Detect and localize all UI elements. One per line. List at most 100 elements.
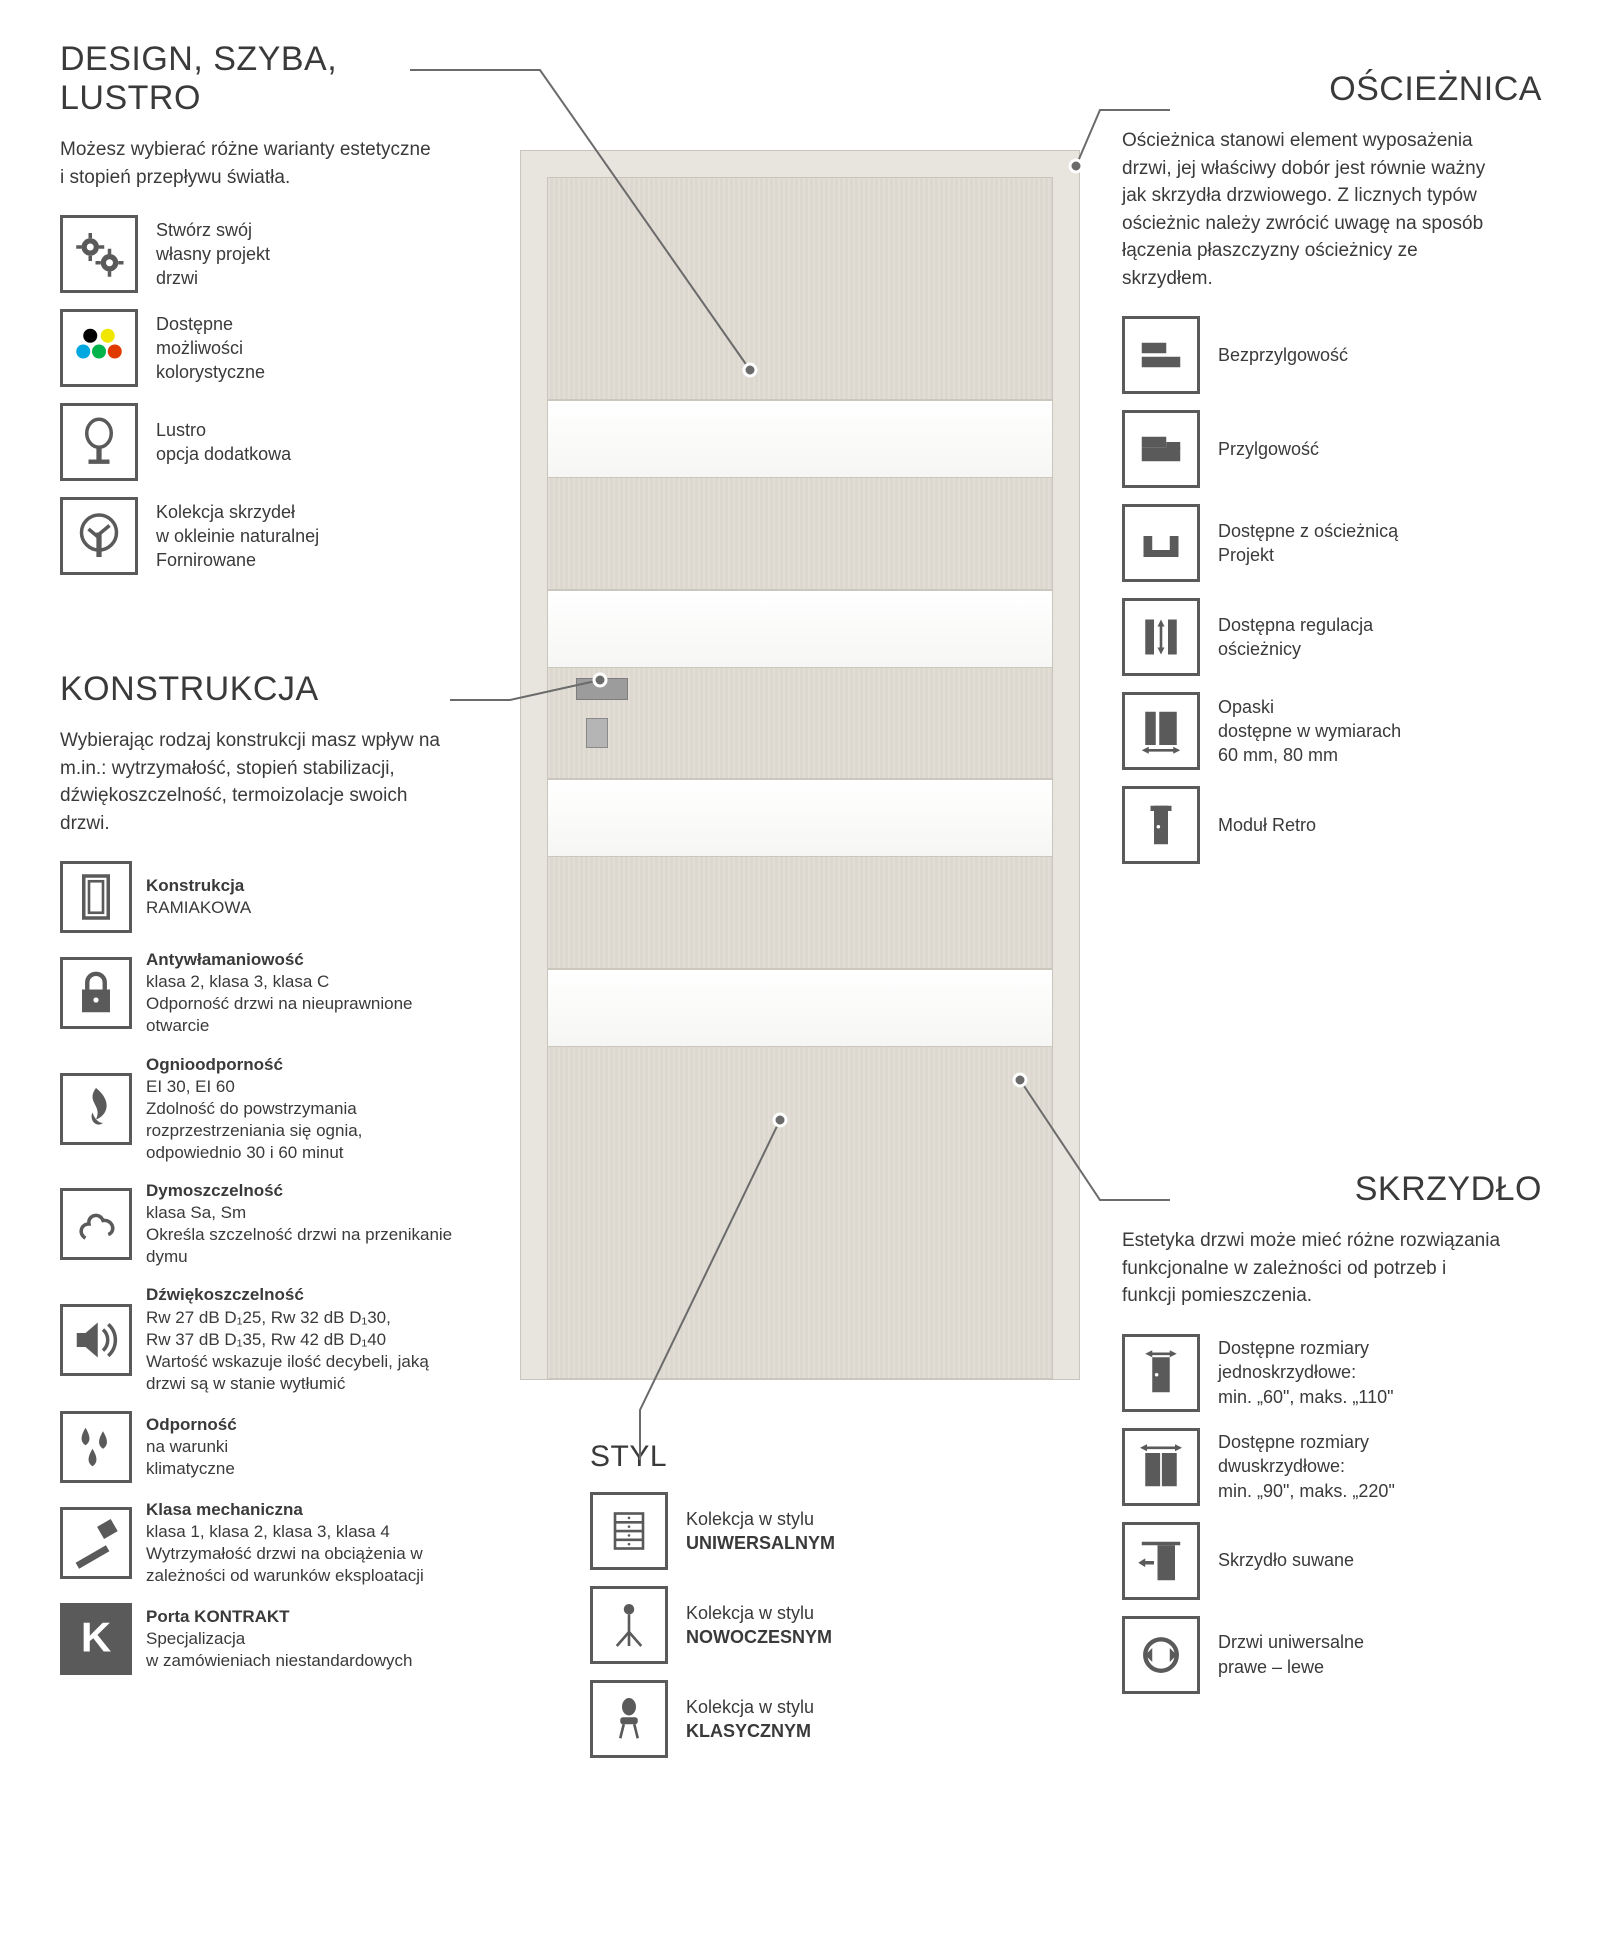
gears-icon — [60, 215, 138, 293]
feat-styl-0: Kolekcja w styluUNIWERSALNYM — [590, 1492, 970, 1570]
feat-sub: EI 30, EI 60Zdolność do powstrzymania ro… — [146, 1076, 460, 1164]
door-illustration — [520, 150, 1080, 1380]
konstrukcja-desc: Wybierając rodzaj konstrukcji masz wpływ… — [60, 727, 440, 837]
konstrukcja-title: KONSTRUKCJA — [60, 670, 460, 709]
feat-skrzydlo-1: Dostępne rozmiarydwuskrzydłowe:min. „90"… — [1122, 1428, 1542, 1506]
feat-styl-2: Kolekcja w styluKLASYCZNYM — [590, 1680, 970, 1758]
feat-label: Lustroopcja dodatkowa — [156, 418, 291, 467]
section-design: DESIGN, SZYBA, LUSTRO Możesz wybierać ró… — [60, 40, 460, 575]
feat-title: Antywłamaniowość — [146, 949, 460, 971]
design-title: DESIGN, SZYBA, LUSTRO — [60, 40, 460, 118]
dresser-icon — [590, 1492, 668, 1570]
architrave-icon — [1122, 692, 1200, 770]
feat-konstrukcja-7: K Porta KONTRAKTSpecjalizacjaw zamówieni… — [60, 1603, 460, 1675]
feat-title: Porta KONTRAKT — [146, 1606, 412, 1628]
feat-konstrukcja-5: Odpornośćna warunkiklimatyczne — [60, 1411, 460, 1483]
feat-konstrukcja-4: DźwiękoszczelnośćRw 27 dB D₁25, Rw 32 dB… — [60, 1284, 460, 1394]
drops-icon — [60, 1411, 132, 1483]
feat-pre: Kolekcja w stylu — [686, 1695, 814, 1719]
feat-label: Moduł Retro — [1218, 813, 1316, 837]
feat-pre: Kolekcja w stylu — [686, 1601, 832, 1625]
section-oscieznica: OŚCIEŻNICA Ościeżnica stanowi element wy… — [1122, 70, 1542, 864]
speaker-icon — [60, 1304, 132, 1376]
feat-konstrukcja-3: Dymoszczelnośćklasa Sa, SmOkreśla szczel… — [60, 1180, 460, 1268]
universal-icon — [1122, 1616, 1200, 1694]
feat-label: KLASYCZNYM — [686, 1719, 814, 1743]
feat-label: Dostępnemożliwościkolorystyczne — [156, 312, 265, 385]
section-styl: STYL Kolekcja w styluUNIWERSALNYM Kolekc… — [590, 1440, 970, 1758]
feat-label: Opaskidostępne w wymiarach60 mm, 80 mm — [1218, 695, 1401, 768]
feat-design-3: Kolekcja skrzydełw okleinie naturalnejFo… — [60, 497, 460, 575]
feat-title: Ognioodporność — [146, 1054, 460, 1076]
double-leaf-icon — [1122, 1428, 1200, 1506]
feat-skrzydlo-2: Skrzydło suwane — [1122, 1522, 1542, 1600]
feat-label: Drzwi uniwersalneprawe – lewe — [1218, 1630, 1364, 1679]
projekt-frame-icon — [1122, 504, 1200, 582]
styl-title: STYL — [590, 1440, 970, 1474]
feat-oscieznica-3: Dostępna regulacjaościeżnicy — [1122, 598, 1542, 676]
feat-design-2: Lustroopcja dodatkowa — [60, 403, 460, 481]
feat-styl-1: Kolekcja w styluNOWOCZESNYM — [590, 1586, 970, 1664]
tree-icon — [60, 497, 138, 575]
skrzydlo-desc: Estetyka drzwi może mieć różne rozwiązan… — [1122, 1227, 1502, 1310]
oscieznica-desc: Ościeżnica stanowi element wyposażenia d… — [1122, 127, 1502, 292]
feat-sub: Rw 27 dB D₁25, Rw 32 dB D₁30,Rw 37 dB D₁… — [146, 1307, 460, 1395]
feat-sub: klasa 2, klasa 3, klasa COdporność drzwi… — [146, 971, 460, 1037]
feat-konstrukcja-1: Antywłamaniowośćklasa 2, klasa 3, klasa … — [60, 949, 460, 1037]
feat-label: Bezprzylgowość — [1218, 343, 1348, 367]
sliding-door-icon — [1122, 1522, 1200, 1600]
adjustable-frame-icon — [1122, 598, 1200, 676]
flame-icon — [60, 1073, 132, 1145]
svg-text:K: K — [81, 1614, 111, 1661]
rebateless-icon — [1122, 316, 1200, 394]
feat-label: Przylgowość — [1218, 437, 1319, 461]
lock-icon — [60, 957, 132, 1029]
feat-title: Odporność — [146, 1414, 237, 1436]
feat-sub: Specjalizacjaw zamówieniach niestandardo… — [146, 1628, 412, 1672]
skrzydlo-title: SKRZYDŁO — [1122, 1170, 1542, 1209]
feat-sub: na warunkiklimatyczne — [146, 1436, 237, 1480]
feat-label: NOWOCZESNYM — [686, 1625, 832, 1649]
feat-label: Stwórz swójwłasny projektdrzwi — [156, 218, 270, 291]
frame-construction-icon — [60, 861, 132, 933]
feat-pre: Kolekcja w stylu — [686, 1507, 835, 1531]
chair-icon — [590, 1680, 668, 1758]
feat-label: Dostępne rozmiarydwuskrzydłowe:min. „90"… — [1218, 1430, 1395, 1503]
feat-konstrukcja-2: OgnioodpornośćEI 30, EI 60Zdolność do po… — [60, 1054, 460, 1164]
retro-module-icon — [1122, 786, 1200, 864]
hammer-icon — [60, 1507, 132, 1579]
colors-icon — [60, 309, 138, 387]
feat-sub: RAMIAKOWA — [146, 897, 251, 919]
feat-sub: klasa 1, klasa 2, klasa 3, klasa 4Wytrzy… — [146, 1521, 460, 1587]
feat-oscieznica-0: Bezprzylgowość — [1122, 316, 1542, 394]
feat-title: Klasa mechaniczna — [146, 1499, 460, 1521]
feat-konstrukcja-0: KonstrukcjaRAMIAKOWA — [60, 861, 460, 933]
feat-label: Dostępne rozmiaryjednoskrzydłowe:min. „6… — [1218, 1336, 1394, 1409]
design-desc: Możesz wybierać różne warianty estetyczn… — [60, 136, 440, 191]
feat-skrzydlo-3: Drzwi uniwersalneprawe – lewe — [1122, 1616, 1542, 1694]
feat-skrzydlo-0: Dostępne rozmiaryjednoskrzydłowe:min. „6… — [1122, 1334, 1542, 1412]
feat-label: Dostępna regulacjaościeżnicy — [1218, 613, 1373, 662]
rebated-icon — [1122, 410, 1200, 488]
feat-sub: klasa Sa, SmOkreśla szczelność drzwi na … — [146, 1202, 460, 1268]
oscieznica-title: OŚCIEŻNICA — [1122, 70, 1542, 109]
feat-label: Skrzydło suwane — [1218, 1548, 1354, 1572]
mirror-icon — [60, 403, 138, 481]
section-skrzydlo: SKRZYDŁO Estetyka drzwi może mieć różne … — [1122, 1170, 1542, 1694]
feat-oscieznica-2: Dostępne z ościeżnicąProjekt — [1122, 504, 1542, 582]
feat-oscieznica-4: Opaskidostępne w wymiarach60 mm, 80 mm — [1122, 692, 1542, 770]
smoke-icon — [60, 1188, 132, 1260]
feat-konstrukcja-6: Klasa mechanicznaklasa 1, klasa 2, klasa… — [60, 1499, 460, 1587]
feat-label: Kolekcja skrzydełw okleinie naturalnejFo… — [156, 500, 319, 573]
section-konstrukcja: KONSTRUKCJA Wybierając rodzaj konstrukcj… — [60, 670, 460, 1675]
feat-oscieznica-1: Przylgowość — [1122, 410, 1542, 488]
feat-title: Konstrukcja — [146, 875, 251, 897]
kontrakt-k-icon: K — [60, 1603, 132, 1675]
single-leaf-icon — [1122, 1334, 1200, 1412]
feat-title: Dymoszczelność — [146, 1180, 460, 1202]
feat-title: Dźwiękoszczelność — [146, 1284, 460, 1306]
feat-label: UNIWERSALNYM — [686, 1531, 835, 1555]
feat-design-0: Stwórz swójwłasny projektdrzwi — [60, 215, 460, 293]
feat-design-1: Dostępnemożliwościkolorystyczne — [60, 309, 460, 387]
feat-label: Dostępne z ościeżnicąProjekt — [1218, 519, 1398, 568]
